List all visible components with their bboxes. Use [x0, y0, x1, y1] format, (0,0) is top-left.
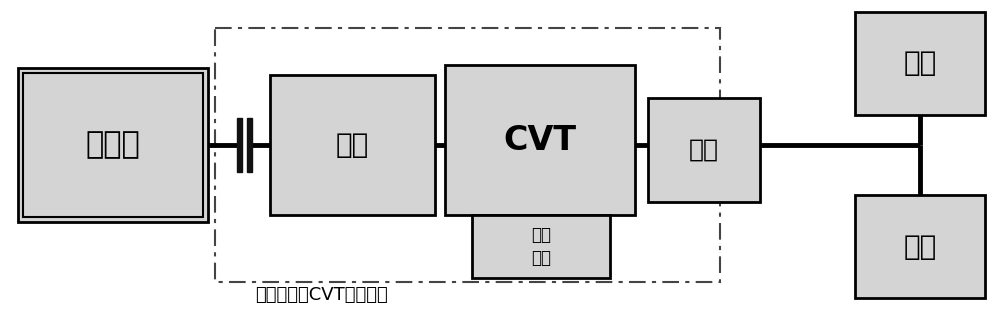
Text: 电机: 电机	[336, 131, 369, 159]
Bar	[18, 68, 208, 222]
Text: 车轮: 车轮	[903, 232, 937, 260]
Bar	[237, 118, 242, 172]
Text: CVT: CVT	[504, 123, 576, 157]
Text: 主减: 主减	[689, 138, 719, 162]
Bar	[247, 118, 252, 172]
Bar	[270, 75, 435, 215]
Bar	[855, 195, 985, 298]
Text: 车轮: 车轮	[903, 50, 937, 78]
Bar	[855, 12, 985, 115]
Bar	[23, 73, 203, 217]
Bar	[445, 65, 635, 215]
Bar	[648, 98, 760, 202]
Text: 发动机: 发动机	[86, 131, 140, 160]
Bar	[472, 215, 610, 278]
Text: 耦合机构与CVT集成设计: 耦合机构与CVT集成设计	[255, 286, 388, 304]
Text: 高压
油泵: 高压 油泵	[531, 226, 551, 267]
